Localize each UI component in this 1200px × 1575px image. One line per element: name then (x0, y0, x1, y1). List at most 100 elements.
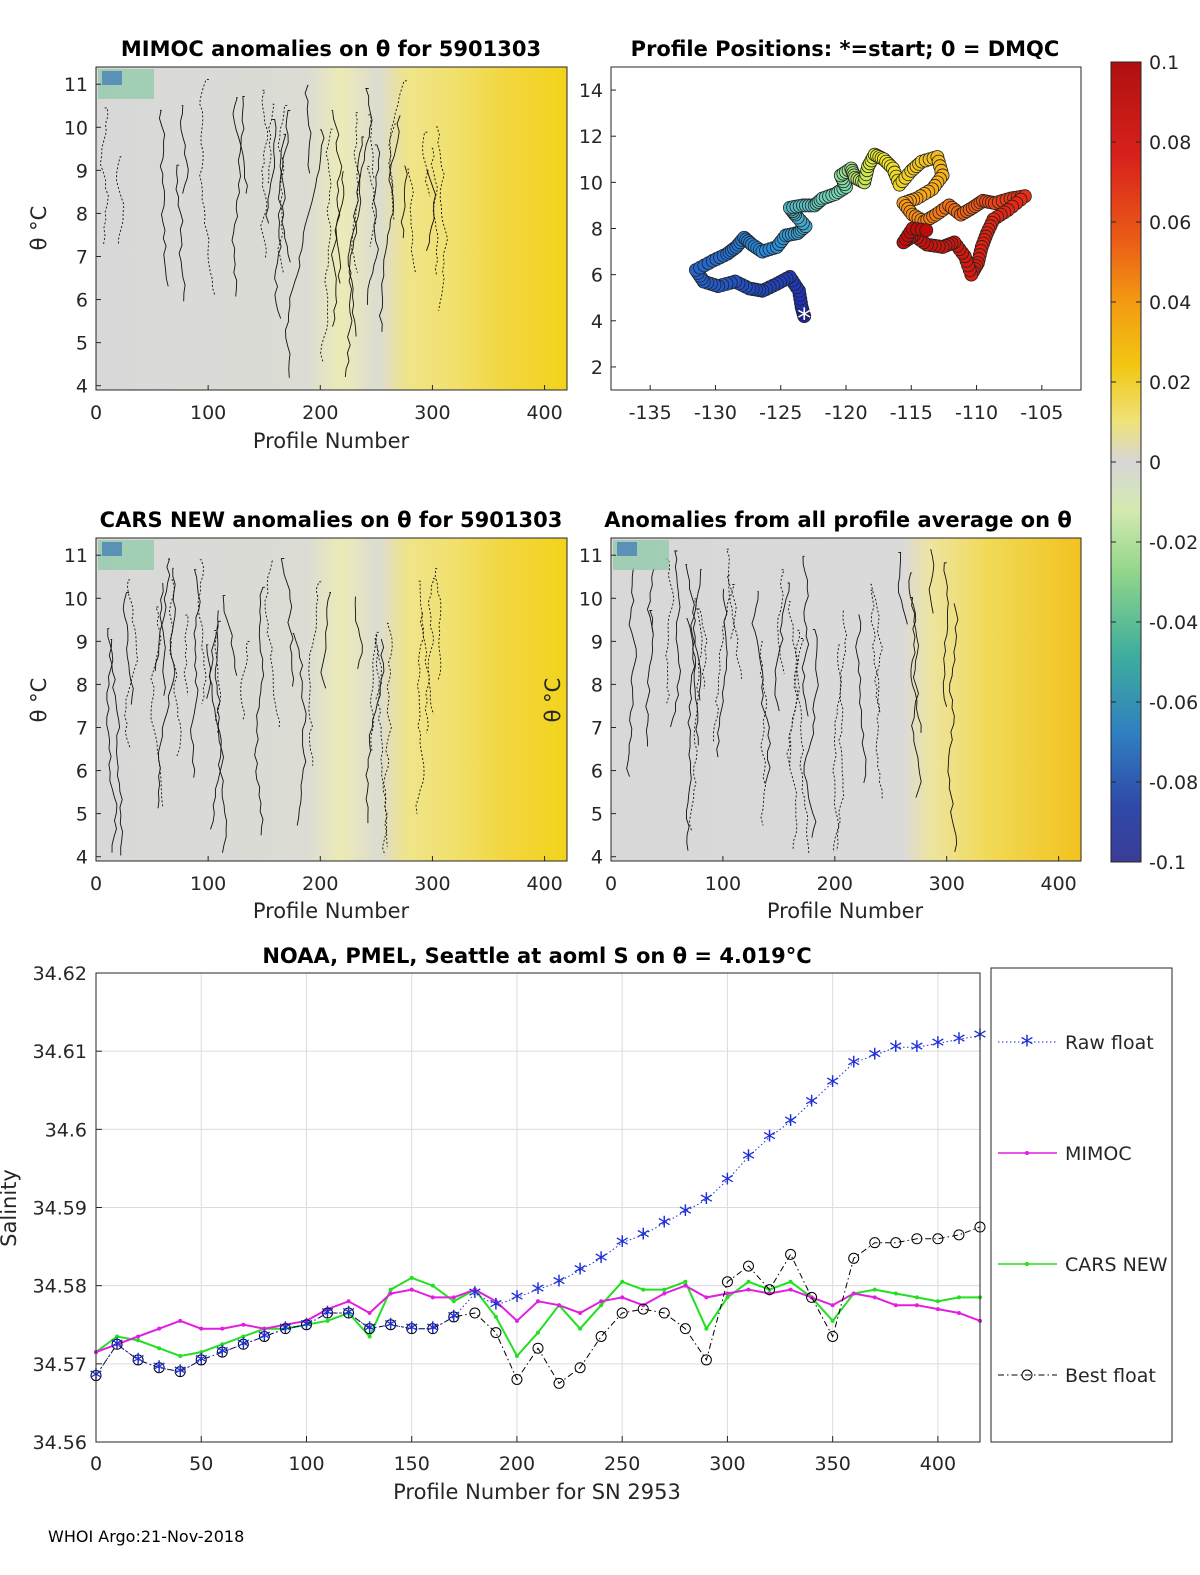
y-tick-label: 8 (76, 674, 88, 696)
cars-ylabel: θ °C (27, 678, 51, 723)
colorbar-tick-label: 0.06 (1149, 212, 1191, 234)
x-tick-label: 200 (817, 873, 853, 895)
x-tick-label: 300 (709, 1453, 745, 1475)
contour-line (304, 84, 312, 174)
best-float-point (574, 1362, 586, 1374)
best-float-point (848, 1252, 860, 1264)
y-tick-label: 8 (76, 203, 88, 225)
salinity-panel: NOAA, PMEL, Seattle at aoml S on θ = 4.0… (0, 944, 987, 1504)
series-point (725, 1291, 730, 1296)
raw-float-point: * (805, 1091, 818, 1121)
x-tick-label: 400 (526, 873, 562, 895)
series-point (935, 1307, 940, 1312)
contour-line (210, 620, 224, 830)
best-float-point (953, 1229, 965, 1241)
y-tick-label: 34.57 (33, 1354, 87, 1376)
contour-line (351, 112, 359, 273)
contour-line (626, 568, 637, 777)
x-tick-label: 0 (90, 1453, 102, 1475)
y-tick-label: 8 (591, 674, 603, 696)
contour-line (344, 136, 364, 378)
legend-swatch-marker (1025, 1151, 1029, 1155)
series-point (367, 1311, 372, 1316)
cold-anomaly-core (102, 542, 122, 556)
contour-line (150, 606, 164, 808)
best-float-point (637, 1303, 649, 1315)
contour-line (415, 613, 425, 814)
raw-float-point: * (700, 1189, 713, 1219)
contour-line (688, 598, 703, 831)
raw-float-point: * (195, 1349, 208, 1379)
series-point (872, 1295, 877, 1300)
best-float-point (827, 1330, 839, 1342)
raw-float-point: * (447, 1306, 460, 1336)
contour-line (180, 105, 189, 194)
x-tick-label: 400 (920, 1453, 956, 1475)
series-point (536, 1299, 540, 1304)
contour-line (908, 572, 922, 733)
best-float-point (890, 1237, 902, 1249)
series-point (409, 1287, 414, 1292)
series-point (136, 1338, 141, 1343)
contour-line (910, 597, 922, 798)
series-point (683, 1283, 688, 1288)
contour-line (716, 588, 728, 758)
contour-line (751, 591, 771, 784)
series-point (514, 1318, 519, 1323)
best-float-point (679, 1323, 691, 1335)
x-tick-label: 200 (302, 402, 338, 424)
best-float-point (111, 1338, 123, 1350)
best-float-point (764, 1284, 776, 1296)
raw-float-point: * (595, 1247, 608, 1277)
series-point (493, 1299, 498, 1304)
contour-line (434, 568, 442, 681)
series-point (578, 1311, 583, 1316)
legend: * Raw float MIMOC CARS NEW Best float (990, 967, 1173, 1443)
contour-line (374, 638, 388, 847)
best-float-point (469, 1307, 481, 1319)
raw-float-point: * (784, 1111, 797, 1141)
series-point (409, 1275, 414, 1280)
y-tick-label: 14 (579, 80, 603, 102)
x-tick-label: -110 (955, 402, 998, 424)
mimoc-ylabel: θ °C (27, 206, 51, 251)
contour-line (292, 633, 307, 826)
best-float-point (742, 1260, 754, 1272)
raw-float-point: * (279, 1318, 292, 1348)
series-point (388, 1291, 393, 1296)
best-float-point (932, 1233, 944, 1245)
contour-line (106, 628, 118, 853)
x-tick-label: 400 (1040, 873, 1076, 895)
raw-float-point: * (132, 1349, 145, 1379)
series-point (136, 1334, 141, 1339)
best-float-point (406, 1323, 418, 1335)
contour-line (777, 569, 785, 674)
y-tick-label: 10 (64, 588, 88, 610)
contour-line (786, 600, 800, 850)
contour-line (116, 156, 125, 245)
contour-line (285, 129, 325, 378)
y-tick-label: 4 (76, 847, 88, 869)
y-tick-label: 5 (591, 804, 603, 826)
mimoc-heat-field (96, 67, 567, 390)
contour-line (436, 126, 448, 311)
x-tick-label: 350 (815, 1453, 851, 1475)
series-point (851, 1291, 856, 1296)
y-tick-label: 34.62 (33, 963, 87, 985)
series-point (935, 1299, 940, 1304)
series-point (746, 1279, 751, 1284)
y-tick-label: 10 (579, 172, 603, 194)
raw-float-point: * (489, 1294, 502, 1324)
series-point (956, 1295, 961, 1300)
contour-line (280, 558, 295, 687)
series-point (662, 1287, 667, 1292)
y-tick-label: 10 (579, 588, 603, 610)
avg-ylabel: θ °C (541, 678, 565, 723)
contour-line (729, 584, 736, 641)
contour-line (264, 560, 281, 729)
contour-line (232, 97, 248, 194)
y-tick-label: 9 (76, 160, 88, 182)
series-point (662, 1291, 667, 1296)
contour-line (426, 170, 437, 251)
